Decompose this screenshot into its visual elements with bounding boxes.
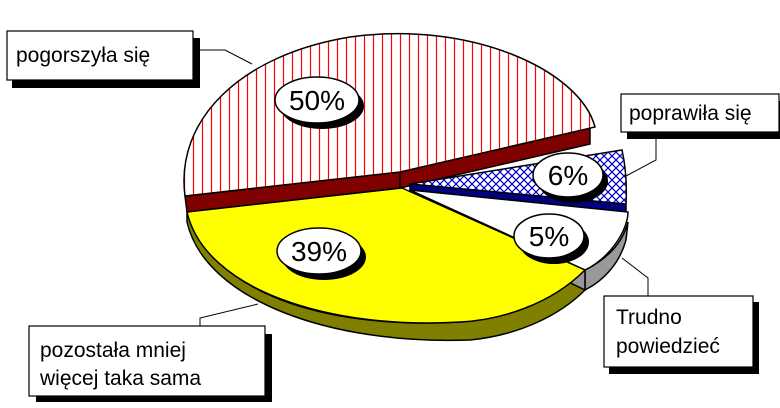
- leader-line-pozostala: [199, 303, 259, 326]
- value-label-pogorszyla: 50%: [289, 85, 345, 116]
- label-trudno-line2: powiedzieć: [616, 335, 720, 358]
- pie-slice-pozostala: [186, 187, 587, 324]
- label-pogorszyla: pogorszyła się: [16, 44, 150, 67]
- label-box-trudno: Trudno powiedzieć: [603, 295, 759, 374]
- value-bubble-poprawila: 6%: [532, 152, 608, 203]
- leader-line-pogorszyla: [196, 49, 253, 65]
- label-pozostala-line1: pozostała mniej: [40, 339, 186, 362]
- leader-line-poprawila: [625, 130, 657, 177]
- value-label-pozostala: 39%: [291, 236, 347, 267]
- value-label-poprawila: 6%: [548, 160, 588, 191]
- label-pozostala-line2: więcej taka sama: [39, 367, 201, 390]
- value-bubble-pozostala: 39%: [276, 227, 366, 280]
- leader-line-trudno: [621, 257, 649, 298]
- label-poprawila: poprawiła się: [629, 102, 752, 125]
- value-bubble-pogorszyla: 50%: [274, 76, 364, 129]
- label-box-pogorszyla: pogorszyła się: [6, 30, 200, 88]
- value-bubble-trudno: 5%: [513, 213, 589, 264]
- label-box-poprawila: poprawiła się: [620, 93, 780, 139]
- value-label-trudno: 5%: [529, 221, 569, 252]
- pie-slice-pogorszyla: [183, 32, 596, 197]
- label-trudno-line1: Trudno: [616, 306, 682, 329]
- label-box-pozostala: pozostała mniej więcej taka sama: [28, 325, 272, 402]
